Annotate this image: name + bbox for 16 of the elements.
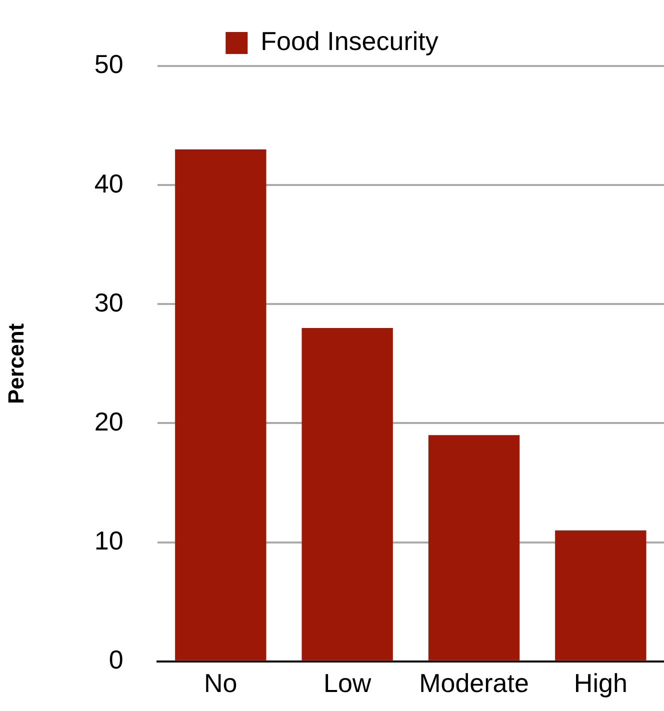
y-tick-label: 10 bbox=[94, 525, 124, 556]
bar bbox=[555, 530, 646, 660]
bar bbox=[428, 435, 520, 660]
y-tick-label: 50 bbox=[94, 49, 124, 80]
y-tick-label: 40 bbox=[94, 168, 124, 198]
bar bbox=[175, 149, 266, 660]
x-tick-label: Moderate bbox=[419, 668, 529, 698]
x-tick-label: Low bbox=[323, 668, 372, 698]
y-tick-label: 30 bbox=[94, 287, 124, 318]
y-tick-label: 20 bbox=[94, 406, 124, 436]
bar bbox=[302, 328, 393, 660]
x-tick-label: No bbox=[204, 668, 238, 698]
legend-label: Food Insecurity bbox=[260, 26, 438, 56]
y-axis-title: Percent bbox=[3, 322, 28, 404]
x-tick-label: High bbox=[574, 668, 628, 698]
y-tick-label: 0 bbox=[108, 644, 124, 675]
